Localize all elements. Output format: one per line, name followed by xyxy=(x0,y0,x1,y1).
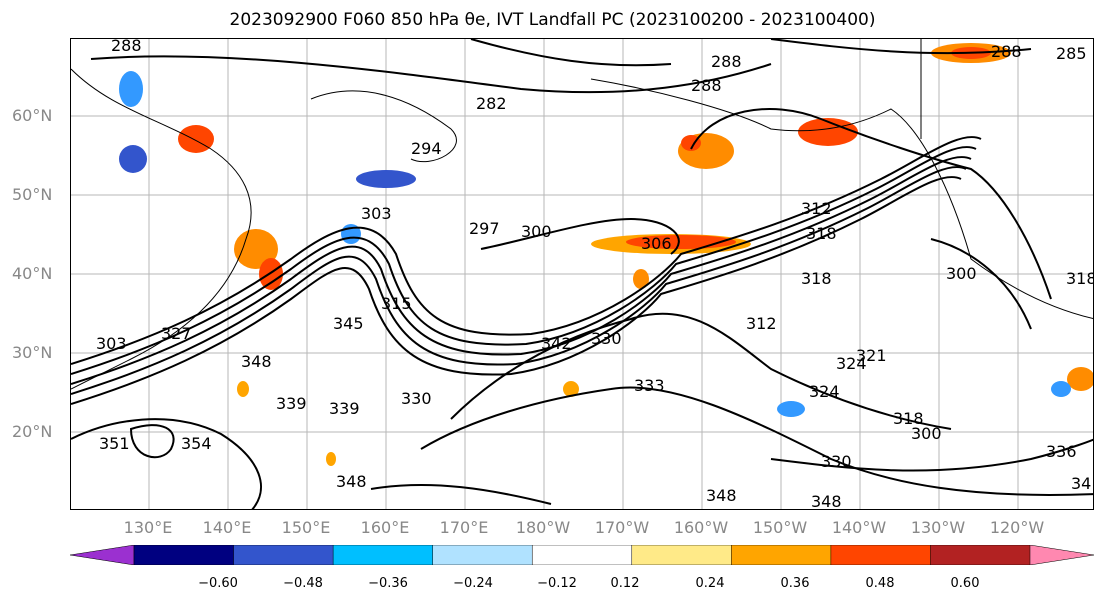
colorbar-tick-label: −0.60 xyxy=(198,576,238,591)
theta-e-contours xyxy=(71,39,1093,509)
contour-label: 297 xyxy=(469,219,500,238)
contour-label: 318 xyxy=(893,409,924,428)
contour-label: 288 xyxy=(711,52,742,71)
colorbar-cell xyxy=(432,545,533,565)
x-tick-label: 180°W xyxy=(515,518,571,537)
map-canvas: 288 288 285 282 288 288 294 303 297 300 … xyxy=(71,39,1094,510)
contour-label: 312 xyxy=(746,314,777,333)
contour-label: 294 xyxy=(411,139,442,158)
contour-label: 321 xyxy=(856,346,887,365)
colorbar-cell xyxy=(731,545,832,565)
x-tick-label: 120°W xyxy=(989,518,1045,537)
contour-label: 315 xyxy=(381,294,412,313)
contour-label: 336 xyxy=(1046,442,1077,461)
contour-label: 330 xyxy=(401,389,432,408)
contour-label: 348 xyxy=(241,352,272,371)
contour-label: 324 xyxy=(836,354,867,373)
colorbar-tick-label: −0.48 xyxy=(283,576,323,591)
contour-label: 348 xyxy=(706,486,737,505)
colorbar-tick-label: 0.36 xyxy=(780,576,810,591)
colorbar-cell xyxy=(332,545,434,565)
colorbar-tick-label: 0.12 xyxy=(610,576,640,591)
contour-label: 345 xyxy=(333,314,364,333)
contour-label: 333 xyxy=(634,376,665,395)
contour-label: 300 xyxy=(521,222,552,241)
x-tick-label: 160°W xyxy=(673,518,729,537)
x-tick-label: 140°W xyxy=(831,518,887,537)
contour-label: 324 xyxy=(809,382,840,401)
colorbar-cell xyxy=(531,545,633,565)
x-tick-label: 130°E xyxy=(123,518,173,537)
contour-label: 342 xyxy=(541,334,572,353)
contour-label: 300 xyxy=(911,424,942,443)
contour-label: 318 xyxy=(806,224,837,243)
contour-label: 339 xyxy=(276,394,307,413)
map-panel: 288 288 285 282 288 288 294 303 297 300 … xyxy=(70,38,1094,510)
colorbar-tick-label: −0.12 xyxy=(537,576,577,591)
x-tick-label: 130°W xyxy=(910,518,966,537)
x-tick-label: 170°W xyxy=(594,518,650,537)
contour-label: 330 xyxy=(821,452,852,471)
colorbar-cells xyxy=(70,545,1094,565)
contour-label: 300 xyxy=(946,264,977,283)
y-tick-label: 50°N xyxy=(12,185,53,204)
colorbar-cell xyxy=(631,545,733,565)
x-tick-label: 160°E xyxy=(360,518,410,537)
contour-label: 288 xyxy=(111,39,142,55)
colorbar-tick-label: 0.24 xyxy=(695,576,725,591)
colorbar-cell xyxy=(133,545,235,565)
y-tick-label: 40°N xyxy=(12,264,53,283)
contour-label: 318 xyxy=(801,269,832,288)
pc-shading xyxy=(119,43,1093,466)
contour-label: 288 xyxy=(691,76,722,95)
contour-label: 306 xyxy=(641,234,672,253)
colorbar-tick-label: 0.48 xyxy=(865,576,895,591)
contour-label: 318 xyxy=(1066,269,1094,288)
colorbar-tick-label: −0.24 xyxy=(453,576,493,591)
colorbar-tick-label: −0.36 xyxy=(368,576,408,591)
contour-label: 327 xyxy=(161,324,192,343)
x-tick-label: 170°E xyxy=(439,518,489,537)
contour-label: 282 xyxy=(476,94,507,113)
contour-label: 312 xyxy=(801,199,832,218)
colorbar-cell xyxy=(70,545,135,565)
colorbar-tick-label: 0.60 xyxy=(950,576,980,591)
y-tick-label: 20°N xyxy=(12,422,53,441)
x-tick-label: 150°E xyxy=(281,518,331,537)
contour-label: 34 xyxy=(1071,474,1091,493)
y-tick-label: 60°N xyxy=(12,106,53,125)
colorbar-cell xyxy=(233,545,334,565)
contour-label: 303 xyxy=(361,204,392,223)
x-tick-label: 140°E xyxy=(202,518,252,537)
contour-label: 303 xyxy=(96,334,127,353)
y-tick-label: 30°N xyxy=(12,343,53,362)
contour-label: 339 xyxy=(329,399,360,418)
colorbar-cell xyxy=(930,545,1031,565)
colorbar xyxy=(70,545,1094,565)
contour-label: 285 xyxy=(1056,44,1087,63)
x-tick-label: 150°W xyxy=(752,518,808,537)
contour-label: 351 xyxy=(99,434,130,453)
contour-label: 354 xyxy=(181,434,212,453)
map-title: 2023092900 F060 850 hPa θe, IVT Landfall… xyxy=(229,10,876,30)
colorbar-cell xyxy=(830,545,932,565)
colorbar-cell xyxy=(1029,545,1094,565)
contour-labels: 288 288 285 282 288 288 294 303 297 300 … xyxy=(96,39,1094,510)
contour-label: 288 xyxy=(991,42,1022,61)
contour-label: 348 xyxy=(811,492,842,510)
contour-label: 348 xyxy=(336,472,367,491)
contour-label: 330 xyxy=(591,329,622,348)
